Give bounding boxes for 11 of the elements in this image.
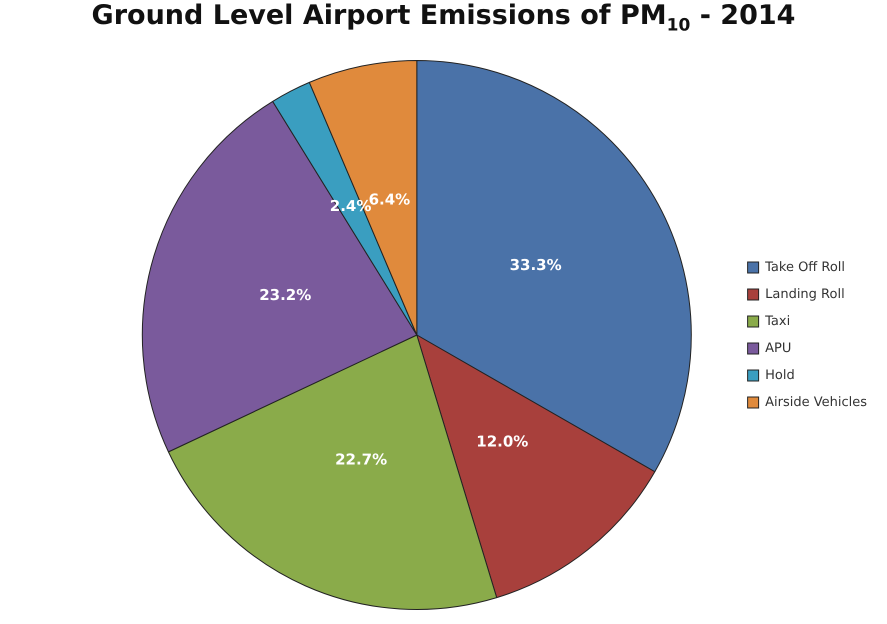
data-label: 33.3% xyxy=(510,256,562,274)
legend-label: APU xyxy=(765,340,792,356)
legend-label: Take Off Roll xyxy=(764,260,846,275)
legend-label: Taxi xyxy=(764,314,790,329)
legend-label: Hold xyxy=(765,368,795,383)
legend-label: Airside Vehicles xyxy=(765,394,868,410)
data-label: 23.2% xyxy=(259,286,312,304)
data-label: 12.0% xyxy=(476,432,528,450)
data-label: 22.7% xyxy=(335,450,388,468)
legend-label: Landing Roll xyxy=(765,286,845,302)
chart-title: Ground Level Airport Emissions of PM$_{10}$ - 2014 xyxy=(90,0,796,38)
